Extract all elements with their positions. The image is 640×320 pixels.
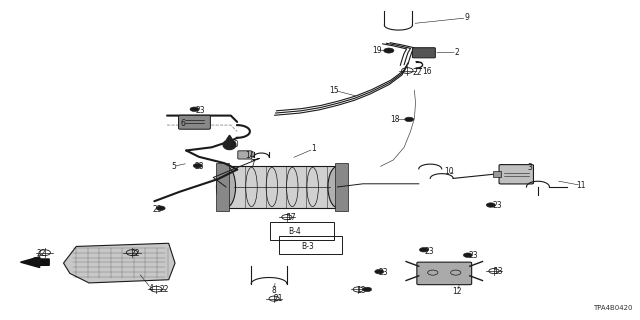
Circle shape [156, 206, 165, 211]
Text: 23: 23 [379, 268, 388, 277]
Text: 9: 9 [464, 13, 469, 22]
Text: B-3: B-3 [301, 242, 314, 251]
Polygon shape [20, 257, 49, 268]
Circle shape [463, 253, 472, 257]
Text: 5: 5 [171, 162, 176, 171]
Circle shape [419, 248, 428, 252]
Text: 23: 23 [425, 247, 435, 256]
Text: 16: 16 [422, 67, 432, 76]
Ellipse shape [328, 166, 347, 208]
Text: 22: 22 [36, 249, 45, 258]
Text: 15: 15 [329, 86, 339, 95]
Text: 1: 1 [311, 144, 316, 153]
Bar [493, 171, 501, 178]
Text: 17: 17 [287, 213, 296, 222]
Text: 6: 6 [180, 119, 186, 128]
Text: 3: 3 [528, 164, 532, 172]
FancyBboxPatch shape [238, 151, 252, 159]
Text: 20: 20 [229, 140, 239, 148]
Text: TPA4B0420: TPA4B0420 [593, 305, 632, 311]
Text: 11: 11 [577, 181, 586, 190]
Text: 23: 23 [492, 202, 502, 211]
Text: 8: 8 [272, 285, 276, 295]
Ellipse shape [216, 166, 236, 208]
FancyBboxPatch shape [417, 262, 472, 285]
Text: 22: 22 [159, 285, 168, 294]
Bar [216, 163, 228, 211]
Bar [226, 166, 337, 208]
Text: 23: 23 [153, 205, 163, 214]
Text: 23: 23 [195, 106, 205, 115]
Circle shape [193, 164, 202, 168]
Text: 18: 18 [390, 115, 400, 124]
FancyBboxPatch shape [412, 48, 435, 58]
FancyBboxPatch shape [499, 164, 534, 184]
Polygon shape [223, 140, 236, 149]
Text: 23: 23 [194, 163, 204, 172]
Text: 2: 2 [454, 48, 460, 57]
Circle shape [375, 269, 384, 274]
Text: 14: 14 [245, 151, 255, 160]
Text: 12: 12 [452, 287, 461, 296]
Text: 13: 13 [356, 285, 366, 295]
Polygon shape [63, 243, 175, 283]
FancyBboxPatch shape [179, 115, 211, 129]
Text: 22: 22 [412, 68, 422, 77]
Text: 23: 23 [468, 251, 477, 260]
Circle shape [486, 203, 495, 207]
Bar [335, 163, 348, 211]
Text: 7: 7 [251, 159, 255, 168]
Text: B-4: B-4 [288, 227, 301, 236]
Text: 10: 10 [444, 167, 454, 176]
Circle shape [363, 287, 372, 292]
Circle shape [190, 107, 199, 111]
Text: 19: 19 [372, 46, 382, 55]
Text: 22: 22 [131, 249, 140, 258]
Text: FR.: FR. [33, 257, 44, 266]
Text: 21: 21 [274, 294, 284, 303]
Circle shape [404, 117, 413, 122]
Polygon shape [227, 135, 233, 140]
Text: 13: 13 [493, 267, 503, 276]
Circle shape [384, 48, 394, 53]
Text: 4: 4 [148, 284, 154, 293]
